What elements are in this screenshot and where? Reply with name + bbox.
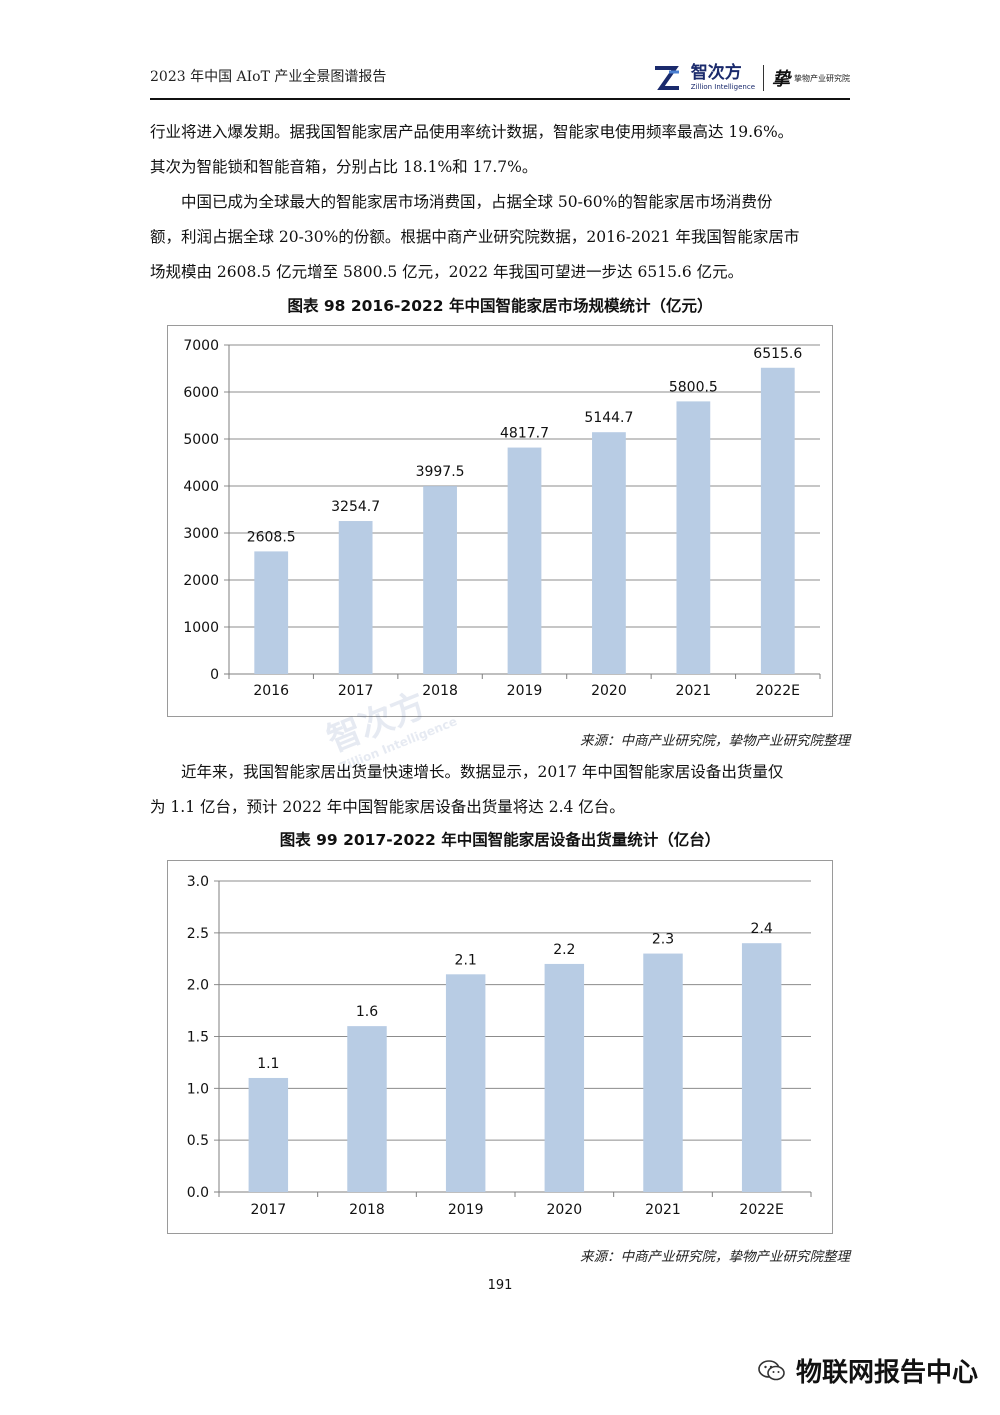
- bar: [760, 367, 795, 674]
- y-tick-label: 1.0: [187, 1081, 209, 1097]
- bar: [741, 943, 782, 1192]
- chart-99: 0.0 0.5 1.0 1.5 2.0 2.5 3.0 1.1 2017 1.6 2018 2.1 20…: [167, 860, 833, 1234]
- wechat-icon: [758, 1359, 785, 1380]
- y-tick-label: 2.0: [187, 978, 209, 994]
- paragraph-2: 中国已成为全球最大的智能家居市场消费国，占据全球 50-60%的智能家居市场消费…: [150, 185, 850, 290]
- y-tick-label: 1.5: [187, 1030, 209, 1046]
- wechat-account-badge: 物联网报告中心: [758, 1352, 978, 1389]
- data-label: 2.3: [652, 932, 674, 948]
- data-label: 2608.5: [247, 529, 296, 545]
- x-tick-label: 2022E: [739, 1202, 783, 1218]
- x-tick-label: 2020: [591, 683, 627, 699]
- y-tick-label: 0.5: [187, 1133, 209, 1149]
- x-tick-label: 2019: [507, 683, 543, 699]
- y-tick-label: 1000: [183, 620, 219, 636]
- x-tick-label: 2019: [448, 1202, 484, 1218]
- zillion-logo-icon: [654, 66, 679, 90]
- wechat-account-name: 物联网报告中心: [796, 1358, 979, 1388]
- paragraph-3: 近年来，我国智能家居出货量快速增长。数据显示，2017 年中国智能家居设备出货量…: [150, 755, 850, 825]
- data-label: 4817.7: [500, 426, 549, 442]
- x-tick-label: 2016: [253, 683, 289, 699]
- y-tick-label: 6000: [183, 385, 219, 401]
- data-label: 3997.5: [416, 464, 465, 480]
- logo-primary-text: 智次方: [690, 63, 742, 83]
- bar: [643, 953, 683, 1192]
- y-tick-label: 0: [210, 667, 219, 683]
- y-tick-label: 0.0: [187, 1185, 209, 1201]
- x-tick-label: 2018: [422, 683, 458, 699]
- data-label: 1.1: [257, 1056, 279, 1072]
- bar: [248, 1077, 289, 1192]
- x-tick-label: 2022E: [756, 683, 800, 699]
- page-number: 191: [487, 1278, 513, 1293]
- bar: [676, 401, 711, 674]
- y-tick-label: 3.0: [187, 874, 209, 890]
- zhiwu-logo-icon: 挚: [772, 69, 790, 90]
- text-line: 场规模由 2608.5 亿元增至 5800.5 亿元，2022 年我国可望进一步…: [150, 263, 744, 281]
- bar: [254, 551, 289, 674]
- bar: [338, 521, 373, 674]
- bar: [592, 432, 626, 674]
- x-tick-label: 2017: [251, 1202, 287, 1218]
- bar: [445, 974, 486, 1192]
- figure-99-title: 图表 99 2017-2022 年中国智能家居设备出货量统计（亿台）: [279, 831, 721, 849]
- bar: [423, 486, 457, 674]
- logo-group: 智次方 Zillion Intelligence 挚 挚物产业研究院: [651, 60, 850, 96]
- x-tick-label: 2018: [349, 1202, 385, 1218]
- header-rule: [150, 98, 850, 100]
- chart-98: 0 1000 2000 3000 4000 5000 6000 7000 2608.5 2016 3…: [167, 325, 833, 717]
- data-label: 3254.7: [331, 499, 380, 515]
- text-line: 其次为智能锁和智能音箱，分别占比 18.1%和 17.7%。: [150, 158, 538, 176]
- figure-98-source: 来源：中商产业研究院，挚物产业研究院整理: [580, 733, 850, 749]
- data-label: 2.1: [455, 952, 477, 968]
- text-line: 额，利润占据全球 20-30%的份额。根据中商产业研究院数据，2016-2021…: [150, 228, 800, 246]
- y-tick-label: 2000: [183, 573, 219, 589]
- text-line: 行业将进入爆发期。据我国智能家居产品使用率统计数据，智能家电使用频率最高达 19…: [150, 123, 794, 141]
- logo-divider: [763, 65, 764, 91]
- data-label: 6515.6: [753, 346, 802, 362]
- figure-99-source: 来源：中商产业研究院，挚物产业研究院整理: [580, 1249, 850, 1265]
- chart-99-svg: 0.0 0.5 1.0 1.5 2.0 2.5 3.0 1.1 2017 1.6 2018 2.1 20…: [187, 874, 812, 1218]
- paragraph-1: 行业将进入爆发期。据我国智能家居产品使用率统计数据，智能家电使用频率最高达 19…: [150, 115, 850, 185]
- report-title: 2023 年中国 AIoT 产业全景图谱报告: [150, 69, 387, 85]
- x-tick-label: 2021: [676, 683, 712, 699]
- x-tick-label: 2017: [338, 683, 374, 699]
- x-tick-label: 2020: [547, 1202, 583, 1218]
- y-tick-label: 2.5: [187, 926, 209, 942]
- bar: [544, 963, 585, 1192]
- data-label: 5144.7: [584, 410, 633, 426]
- text-line: 为 1.1 亿台，预计 2022 年中国智能家居设备出货量将达 2.4 亿台。: [150, 798, 625, 816]
- text-line: 中国已成为全球最大的智能家居市场消费国，占据全球 50-60%的智能家居市场消费…: [181, 193, 773, 211]
- data-label: 5800.5: [669, 379, 718, 395]
- y-tick-label: 3000: [183, 526, 219, 542]
- bar: [347, 1026, 387, 1192]
- data-label: 1.6: [356, 1004, 378, 1020]
- y-tick-label: 7000: [183, 338, 219, 354]
- figure-98-title: 图表 98 2016-2022 年中国智能家居市场规模统计（亿元）: [287, 297, 713, 315]
- logo-primary-en-text: Zillion Intelligence: [690, 83, 755, 91]
- y-tick-label: 4000: [183, 479, 219, 495]
- page-header: 2023 年中国 AIoT 产业全景图谱报告 智次方 Zillion Intel…: [150, 60, 850, 100]
- logo-secondary-text: 挚物产业研究院: [794, 73, 850, 83]
- y-tick-label: 5000: [183, 432, 219, 448]
- chart-98-svg: 0 1000 2000 3000 4000 5000 6000 7000 2608.5 2016 3…: [183, 338, 821, 699]
- data-label: 2.2: [553, 942, 575, 958]
- x-tick-label: 2021: [645, 1202, 681, 1218]
- text-line: 近年来，我国智能家居出货量快速增长。数据显示，2017 年中国智能家居设备出货量…: [181, 763, 784, 781]
- bar: [507, 447, 542, 674]
- data-label: 2.4: [751, 921, 773, 937]
